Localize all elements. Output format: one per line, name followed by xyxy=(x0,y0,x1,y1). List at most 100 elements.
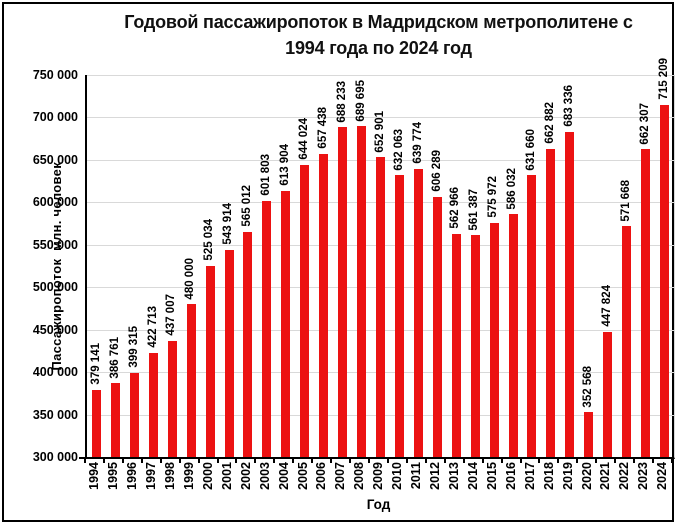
bar xyxy=(527,175,537,457)
y-tick-label: 300 000 xyxy=(32,450,78,464)
y-tick-label: 400 000 xyxy=(32,365,78,380)
bar-value-label: 562 966 xyxy=(449,187,462,229)
bar xyxy=(508,214,518,457)
x-axis-tick xyxy=(254,459,257,463)
x-tick-label: 2011 xyxy=(409,462,424,490)
x-tick-label: 1996 xyxy=(125,462,140,490)
x-tick-label: 2004 xyxy=(276,462,291,490)
x-axis-tick xyxy=(178,459,181,463)
x-axis-tick xyxy=(273,459,276,463)
bar xyxy=(262,200,272,457)
x-axis-tick xyxy=(102,459,105,463)
x-tick-label: 2013 xyxy=(446,462,461,490)
x-tick-label: 2020 xyxy=(579,462,594,490)
bar xyxy=(546,148,556,457)
bar-value-label: 644 024 xyxy=(298,118,310,160)
x-axis-tick xyxy=(140,459,143,463)
bar xyxy=(413,168,423,457)
x-axis-tick xyxy=(443,459,446,463)
x-axis-tick xyxy=(405,459,408,463)
bar-value-label: 639 774 xyxy=(411,122,424,164)
x-tick-label: 1997 xyxy=(144,462,159,490)
bar xyxy=(357,126,367,457)
bar xyxy=(470,235,480,457)
x-axis-tick xyxy=(197,459,200,463)
bar xyxy=(451,233,461,457)
bar-value-label: 662 307 xyxy=(638,102,651,145)
bar-value-label: 613 904 xyxy=(279,143,292,186)
x-axis-tick xyxy=(311,459,314,463)
origin-tick xyxy=(79,457,85,459)
bar xyxy=(186,304,196,457)
bar xyxy=(91,389,101,457)
y-tick-label: 450 000 xyxy=(32,322,78,337)
x-tick-label: 2005 xyxy=(295,462,310,490)
x-axis-tick xyxy=(557,459,560,463)
bar-value-label: 565 012 xyxy=(241,185,254,228)
bar xyxy=(489,222,499,457)
bar-value-label: 662 882 xyxy=(544,102,557,144)
bar xyxy=(243,232,253,457)
x-axis-tick xyxy=(538,459,541,463)
bar-value-label: 689 695 xyxy=(354,79,367,122)
x-axis-tick xyxy=(614,459,617,463)
gridline xyxy=(87,117,674,119)
bar-value-label: 688 233 xyxy=(335,80,348,123)
chart-title: Годовой пассажиропоток в Мадридском метр… xyxy=(85,9,672,61)
bar-value-label: 601 803 xyxy=(260,154,273,196)
x-axis-tick xyxy=(292,459,295,463)
chart-title-line-2: 1994 года по 2024 год xyxy=(285,38,472,58)
bar xyxy=(584,412,594,457)
bar xyxy=(432,197,442,457)
x-tick-label: 2008 xyxy=(352,462,367,490)
x-tick-label: 2000 xyxy=(200,462,215,490)
x-tick-label: 2009 xyxy=(371,462,386,490)
bar-value-label: 543 914 xyxy=(222,203,235,245)
x-axis-tick xyxy=(235,459,238,463)
x-tick-label: 2018 xyxy=(541,462,556,490)
bar-value-label: 657 438 xyxy=(316,107,329,149)
bar xyxy=(129,372,139,457)
y-tick-label: 700 000 xyxy=(32,110,78,125)
x-tick-label: 2002 xyxy=(238,462,253,490)
bar-value-label: 606 289 xyxy=(430,150,443,192)
x-axis-tick xyxy=(671,459,673,463)
bar xyxy=(148,352,158,457)
y-tick-label: 350 000 xyxy=(32,407,78,422)
bar-value-label: 631 660 xyxy=(525,128,538,171)
x-tick-label: 2014 xyxy=(465,462,480,490)
x-tick-label: 1998 xyxy=(162,462,177,490)
y-tick-label: 550 000 xyxy=(32,237,78,252)
x-tick-label: 2019 xyxy=(560,462,575,490)
x-axis-tick xyxy=(633,459,636,463)
bar xyxy=(394,175,404,457)
x-axis-tick xyxy=(368,459,371,463)
x-axis-tick xyxy=(121,459,124,463)
bar xyxy=(167,340,177,457)
bar-value-label: 399 315 xyxy=(127,326,140,368)
bar-value-label: 525 034 xyxy=(203,219,216,261)
bar xyxy=(281,190,291,457)
x-tick-label: 2016 xyxy=(503,462,518,490)
bar xyxy=(319,153,329,457)
x-axis-tick xyxy=(500,459,503,463)
x-tick-label: 2006 xyxy=(314,462,329,490)
x-tick-label: 2022 xyxy=(617,462,632,490)
bar xyxy=(110,383,120,457)
bar xyxy=(603,331,613,457)
gridline xyxy=(87,75,674,76)
x-axis-tick xyxy=(216,459,219,463)
bar-value-label: 652 901 xyxy=(373,110,386,153)
x-axis-tick xyxy=(595,459,598,463)
x-tick-label: 2001 xyxy=(219,462,234,490)
x-tick-label: 1995 xyxy=(106,462,121,490)
x-axis-title: Год xyxy=(366,497,391,512)
x-axis-tick xyxy=(652,459,655,463)
bar xyxy=(565,131,575,457)
bar-value-label: 480 000 xyxy=(184,257,197,300)
bar-value-label: 561 387 xyxy=(468,188,481,231)
x-axis-tick xyxy=(84,459,86,463)
bar-value-label: 447 824 xyxy=(600,284,613,327)
bar xyxy=(300,164,310,457)
bar xyxy=(376,157,385,457)
